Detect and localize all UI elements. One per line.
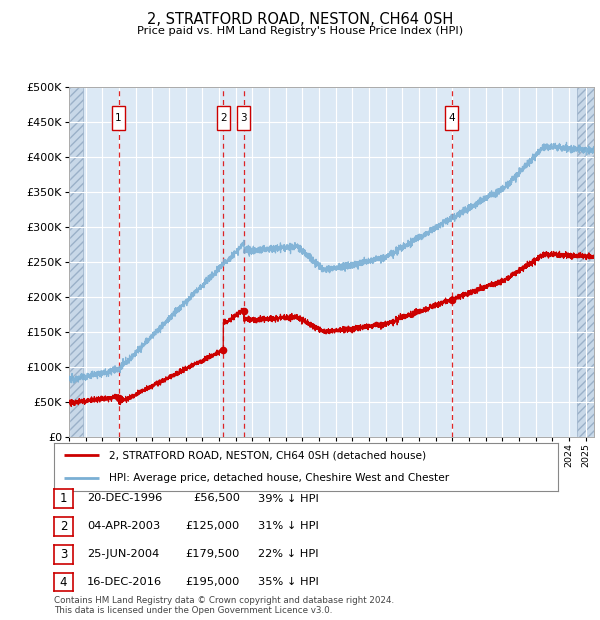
- Text: 16-DEC-2016: 16-DEC-2016: [87, 577, 162, 587]
- Text: Contains HM Land Registry data © Crown copyright and database right 2024.
This d: Contains HM Land Registry data © Crown c…: [54, 596, 394, 615]
- Text: 1: 1: [60, 492, 67, 505]
- FancyBboxPatch shape: [217, 107, 230, 130]
- FancyBboxPatch shape: [238, 107, 250, 130]
- Text: £56,500: £56,500: [193, 494, 240, 503]
- Text: 20-DEC-1996: 20-DEC-1996: [87, 494, 162, 503]
- Text: 1: 1: [115, 113, 122, 123]
- Text: 35% ↓ HPI: 35% ↓ HPI: [258, 577, 319, 587]
- Text: 4: 4: [60, 576, 67, 588]
- Text: 4: 4: [448, 113, 455, 123]
- Text: £179,500: £179,500: [185, 549, 240, 559]
- Text: 31% ↓ HPI: 31% ↓ HPI: [258, 521, 319, 531]
- Text: 2, STRATFORD ROAD, NESTON, CH64 0SH (detached house): 2, STRATFORD ROAD, NESTON, CH64 0SH (det…: [109, 450, 427, 460]
- Text: 2: 2: [220, 113, 227, 123]
- FancyBboxPatch shape: [445, 107, 458, 130]
- Text: 22% ↓ HPI: 22% ↓ HPI: [258, 549, 319, 559]
- Text: 39% ↓ HPI: 39% ↓ HPI: [258, 494, 319, 503]
- Text: 2: 2: [60, 520, 67, 533]
- Text: HPI: Average price, detached house, Cheshire West and Chester: HPI: Average price, detached house, Ches…: [109, 474, 449, 484]
- FancyBboxPatch shape: [112, 107, 125, 130]
- Text: 04-APR-2003: 04-APR-2003: [87, 521, 160, 531]
- Text: £125,000: £125,000: [186, 521, 240, 531]
- Text: 2, STRATFORD ROAD, NESTON, CH64 0SH: 2, STRATFORD ROAD, NESTON, CH64 0SH: [147, 12, 453, 27]
- Text: Price paid vs. HM Land Registry's House Price Index (HPI): Price paid vs. HM Land Registry's House …: [137, 26, 463, 36]
- Text: £195,000: £195,000: [185, 577, 240, 587]
- Text: 25-JUN-2004: 25-JUN-2004: [87, 549, 159, 559]
- Text: 3: 3: [60, 548, 67, 560]
- Text: 3: 3: [241, 113, 247, 123]
